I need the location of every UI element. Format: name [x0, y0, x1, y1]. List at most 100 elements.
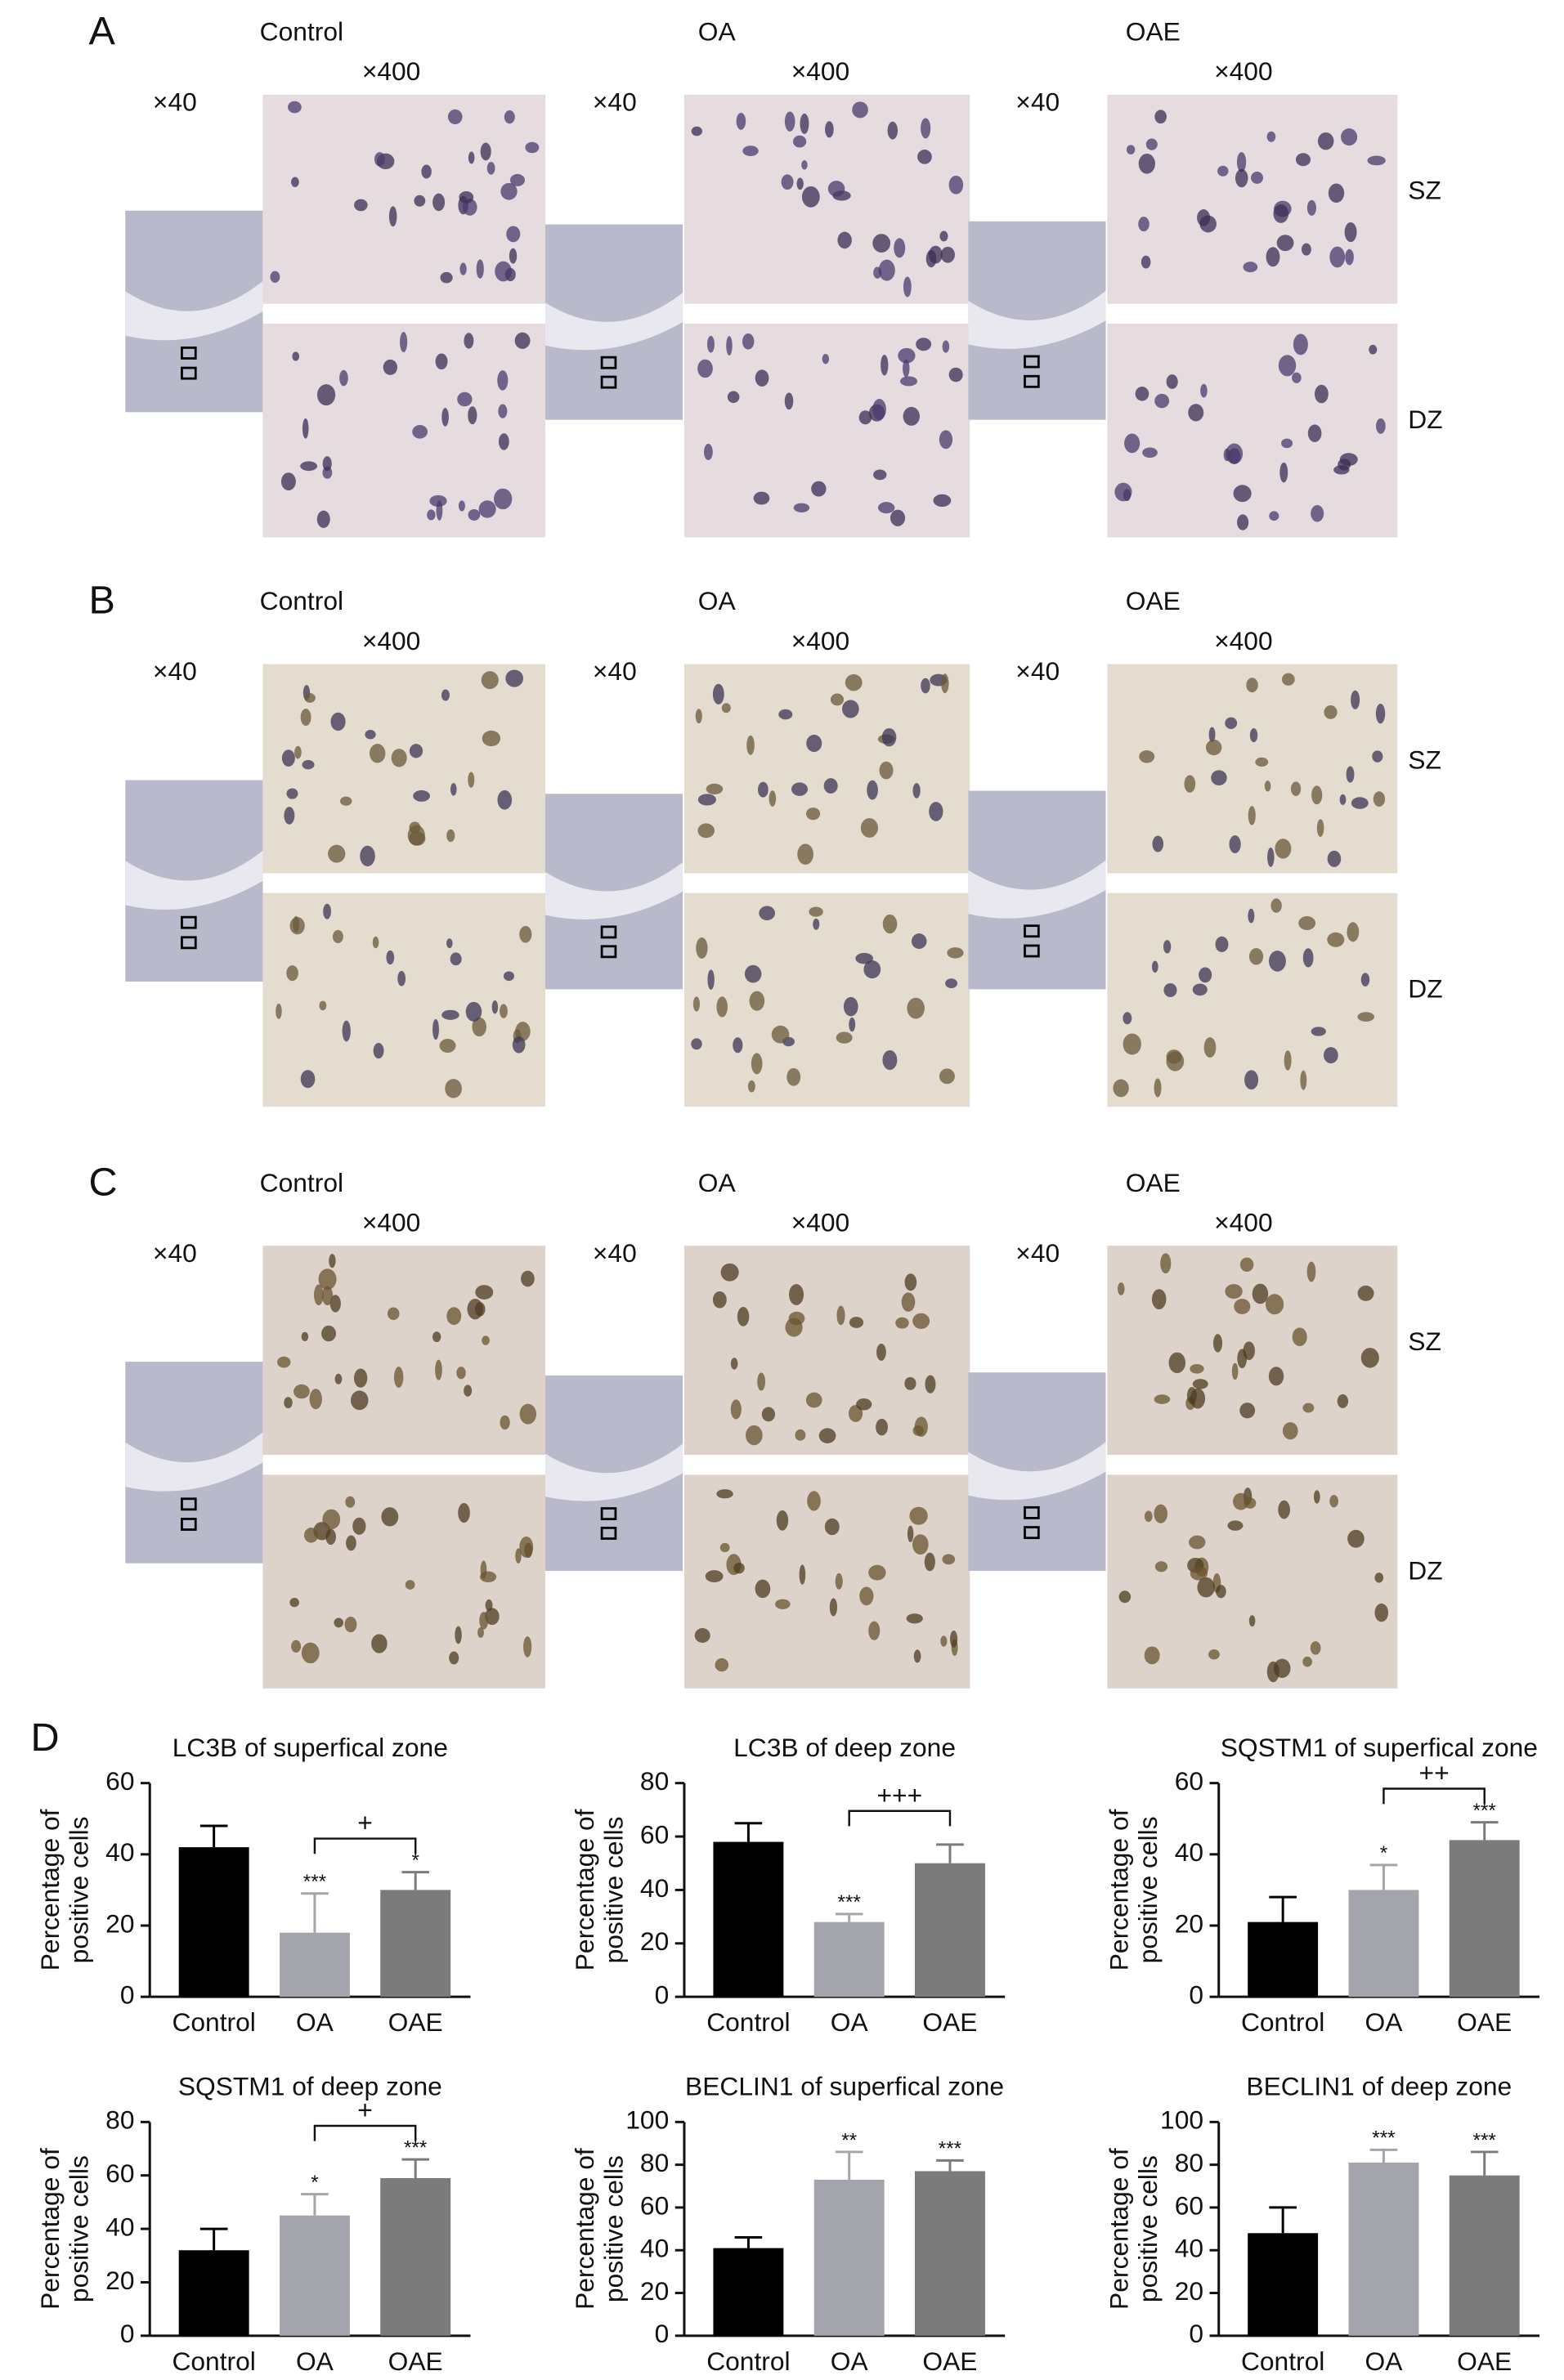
cell	[344, 1616, 357, 1633]
magnification-label: ×40	[153, 1238, 197, 1268]
cell	[432, 193, 446, 212]
cell	[1211, 770, 1227, 785]
cell	[1190, 1363, 1204, 1374]
cell	[321, 1286, 334, 1306]
cell	[759, 906, 776, 921]
bar	[915, 2171, 985, 2336]
cell	[1152, 835, 1164, 852]
cell	[485, 1599, 493, 1612]
cell	[1306, 1261, 1316, 1282]
cell	[340, 796, 352, 806]
cell	[373, 1043, 384, 1059]
y-tick-label: 40	[1175, 2234, 1203, 2263]
cell	[1138, 153, 1155, 174]
cell	[1235, 168, 1248, 188]
magnification-label: ×400	[362, 56, 421, 86]
cell	[500, 182, 518, 200]
cell	[350, 1390, 369, 1411]
cell	[374, 152, 385, 167]
joint-space	[544, 861, 683, 919]
cell	[313, 1284, 324, 1306]
cell	[940, 1635, 948, 1647]
cell	[1223, 448, 1230, 462]
roi-box	[1024, 1526, 1040, 1540]
bar	[178, 2250, 249, 2336]
group-label: Control	[260, 1168, 343, 1197]
cell	[1229, 835, 1241, 853]
bracket	[313, 2124, 417, 2141]
cell	[822, 353, 830, 365]
cell	[706, 783, 724, 794]
cell	[872, 234, 891, 253]
cell	[882, 914, 898, 934]
cell	[480, 1560, 487, 1580]
cell	[805, 808, 821, 821]
cell	[1273, 1658, 1291, 1678]
cell	[519, 925, 532, 943]
cell	[1327, 850, 1342, 867]
cell	[432, 1331, 441, 1343]
cell	[947, 947, 964, 959]
cell	[836, 1305, 845, 1326]
cell	[784, 392, 794, 410]
cell	[1295, 153, 1311, 167]
x-tick-label: Control	[172, 2346, 255, 2376]
y-axis-label: Percentage of	[1105, 2148, 1134, 2310]
magnification-label: ×400	[791, 56, 850, 86]
cell	[1367, 155, 1386, 166]
cell	[1217, 165, 1229, 177]
y-tick-label: 100	[1160, 2105, 1203, 2135]
cell	[707, 969, 715, 990]
cell	[1189, 1535, 1206, 1550]
cell	[1123, 1033, 1141, 1055]
cell	[912, 933, 927, 950]
cell	[1255, 757, 1269, 767]
cell	[796, 177, 804, 190]
cell	[913, 1649, 921, 1663]
cell	[1276, 235, 1294, 252]
cell	[909, 1506, 928, 1525]
cell	[316, 510, 330, 528]
cell	[1244, 1070, 1259, 1090]
bar	[1348, 1890, 1419, 1998]
significance-label: ***	[1473, 2129, 1497, 2151]
cell	[342, 1020, 351, 1042]
cell	[1236, 152, 1247, 172]
high-mag-image	[262, 1246, 545, 1456]
cell	[353, 1368, 368, 1388]
cell	[876, 1343, 886, 1361]
cell	[1251, 172, 1263, 184]
cell	[1374, 1572, 1384, 1583]
cell	[1249, 727, 1258, 743]
high-mag-image	[683, 892, 970, 1107]
cell	[481, 671, 499, 690]
x-tick-label: OAE	[1457, 2007, 1512, 2037]
y-axis-label: Percentage of	[35, 2148, 65, 2310]
cell	[827, 181, 845, 197]
cell	[412, 424, 428, 439]
cell	[1135, 387, 1149, 401]
cell	[284, 807, 295, 825]
cell	[1142, 447, 1158, 459]
cell	[801, 186, 820, 208]
cell	[284, 1397, 293, 1409]
group-label: Control	[260, 586, 343, 615]
cell	[1324, 705, 1338, 719]
cell	[352, 1517, 366, 1535]
cell	[925, 249, 937, 268]
cell	[929, 802, 943, 821]
cell	[692, 996, 701, 1012]
cell	[1328, 183, 1345, 204]
cell	[1248, 908, 1255, 924]
x-tick-label: OAE	[388, 2007, 443, 2037]
cell	[1184, 775, 1196, 793]
chart-title: LC3B of superfical zone	[173, 1733, 448, 1762]
cell	[789, 1284, 804, 1305]
cell	[707, 335, 715, 353]
cell	[948, 175, 964, 195]
y-tick-label: 80	[640, 1766, 669, 1796]
cell	[1239, 1402, 1256, 1419]
cell	[881, 727, 897, 747]
cell	[1311, 504, 1324, 522]
cell	[1313, 1490, 1320, 1504]
